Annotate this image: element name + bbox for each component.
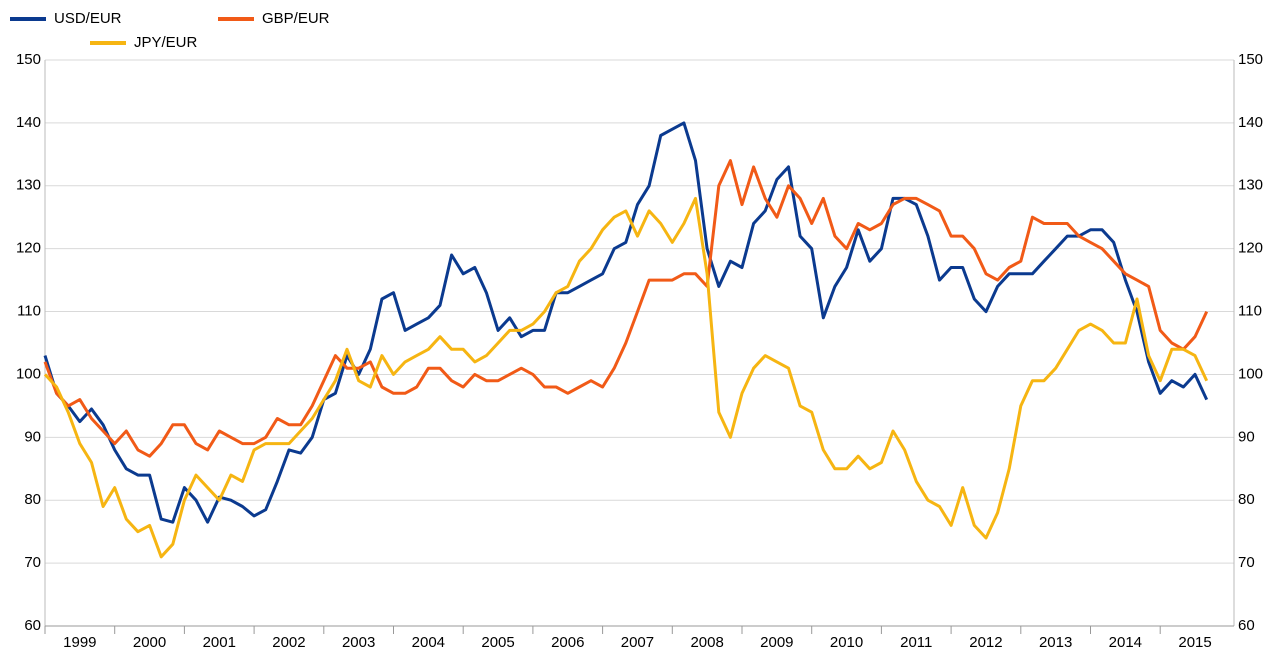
y-tick-label: 130: [16, 177, 41, 194]
y-tick-label: 70: [24, 554, 41, 571]
y-tick-label: 90: [24, 428, 41, 445]
x-tick-label: 1999: [63, 634, 96, 651]
series-line: [43, 159, 1209, 458]
y2-tick-label: 150: [1238, 51, 1263, 68]
x-tick-label: 2003: [342, 634, 375, 651]
y-tick-label: 140: [16, 114, 41, 131]
y2-tick-label: 60: [1238, 617, 1255, 634]
x-tick-label: 2006: [551, 634, 584, 651]
y-tick-label: 150: [16, 51, 41, 68]
y-tick-label: 80: [24, 491, 41, 508]
x-tick-label: 2005: [481, 634, 514, 651]
x-tick-label: 2015: [1178, 634, 1211, 651]
x-tick-label: 2000: [133, 634, 166, 651]
x-tick-label: 2002: [272, 634, 305, 651]
x-tick-label: 2014: [1109, 634, 1142, 651]
x-tick-label: 2013: [1039, 634, 1072, 651]
legend-label: GBP/EUR: [262, 10, 330, 27]
x-tick-label: 2004: [412, 634, 445, 651]
y2-tick-label: 90: [1238, 428, 1255, 445]
y2-tick-label: 120: [1238, 240, 1263, 257]
legend-label: USD/EUR: [54, 10, 122, 27]
y2-tick-label: 110: [1238, 303, 1262, 320]
x-tick-label: 2001: [203, 634, 236, 651]
y2-tick-label: 80: [1238, 491, 1255, 508]
series-line: [43, 196, 1209, 559]
x-tick-label: 2011: [900, 634, 932, 651]
y2-tick-label: 70: [1238, 554, 1255, 571]
y2-tick-label: 130: [1238, 177, 1263, 194]
series-line: [43, 121, 1209, 524]
x-tick-label: 2009: [760, 634, 793, 651]
legend-label: JPY/EUR: [134, 34, 198, 51]
x-tick-label: 2007: [621, 634, 654, 651]
x-tick-label: 2008: [690, 634, 723, 651]
y-tick-label: 100: [16, 365, 41, 382]
y-tick-label: 110: [17, 303, 41, 320]
y2-tick-label: 100: [1238, 365, 1263, 382]
y-tick-label: 120: [16, 240, 41, 257]
x-tick-label: 2012: [969, 634, 1002, 651]
y2-tick-label: 140: [1238, 114, 1263, 131]
x-tick-label: 2010: [830, 634, 863, 651]
y-tick-label: 60: [24, 617, 41, 634]
